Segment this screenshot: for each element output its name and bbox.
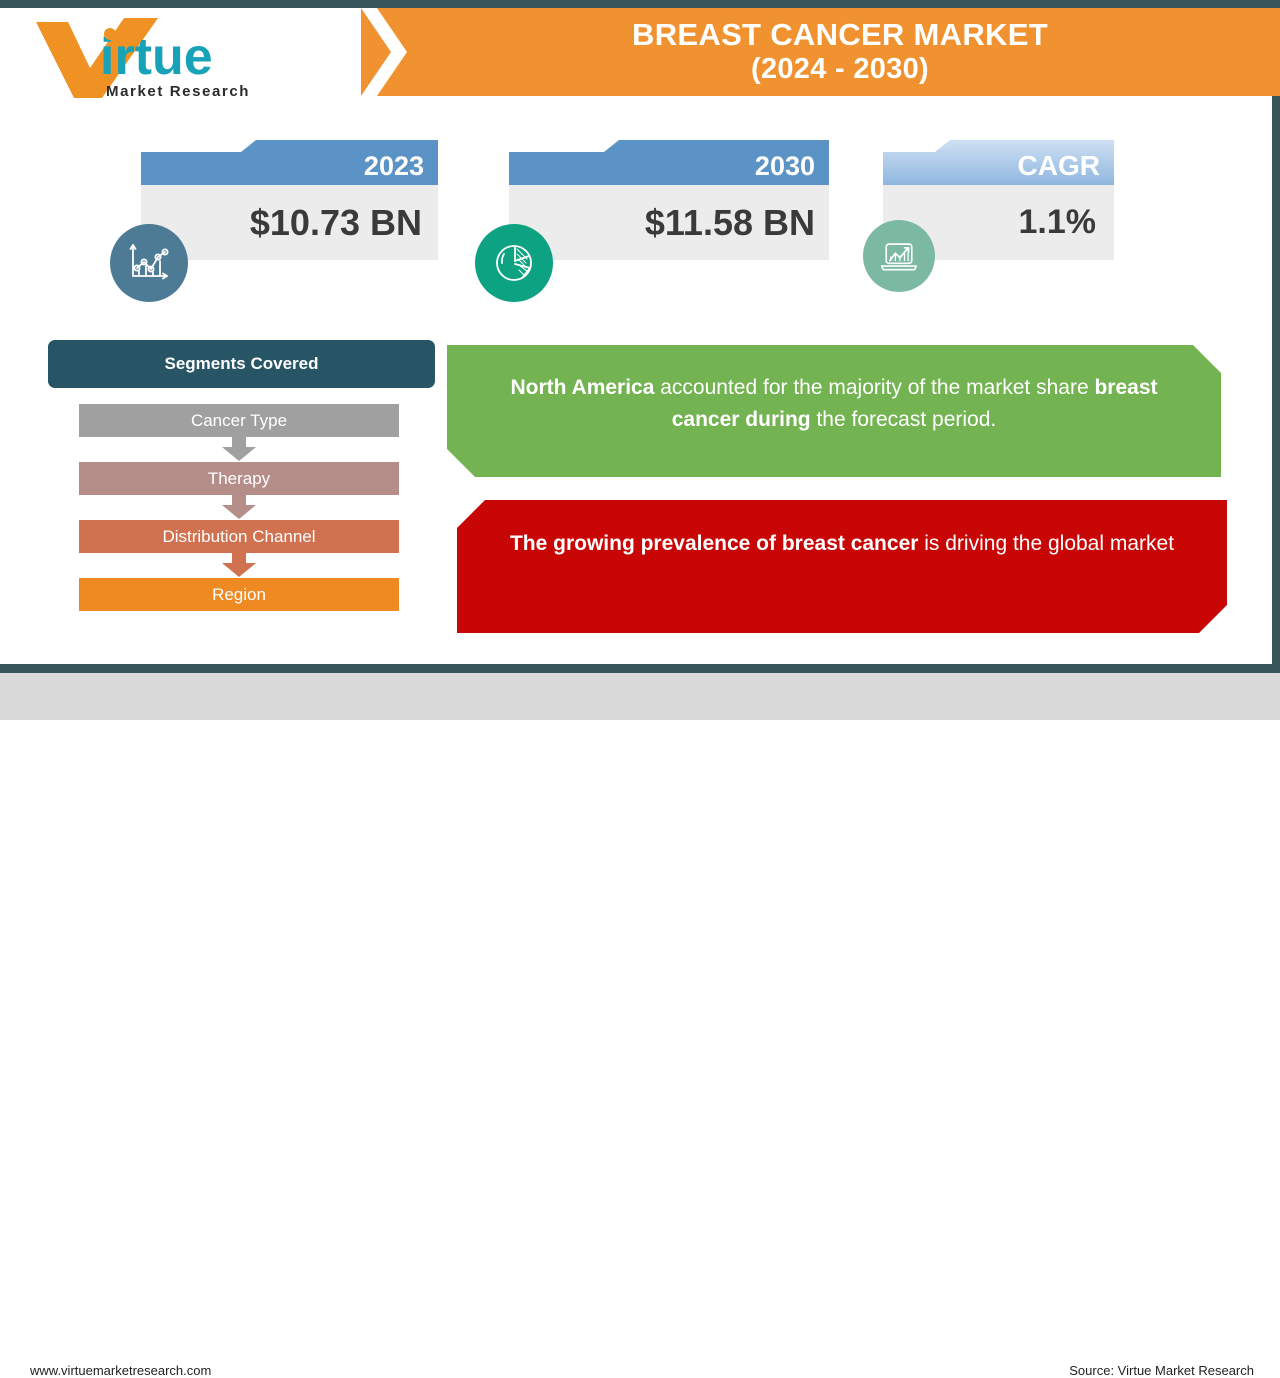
arrow-down-icon [222,437,256,461]
stat-card-cagr-value: 1.1% [883,185,1114,260]
callout-red-part-0: The growing prevalence of breast cancer [509,532,919,555]
page-title-line1: BREAST CANCER MARKET [632,17,1048,53]
segment-item-distribution-channel[interactable]: Distribution Channel [79,520,399,553]
segment-connector-3 [79,553,399,578]
arrow-down-icon [222,495,256,519]
segments-list: Cancer Type Therapy Distribution Channel… [79,404,399,611]
segment-label: Distribution Channel [162,526,316,546]
stat-card-cagr-tab [883,140,1114,185]
stat-card-2030-value: $11.58 BN [509,185,829,260]
line-chart-icon [110,224,188,302]
segment-item-region[interactable]: Region [79,578,399,611]
segment-label: Region [212,584,266,604]
callout-green-part-1: accounted for the majority of the market… [654,376,1095,399]
footer-website-link[interactable]: www.virtuemarketresearch.com [30,1363,212,1378]
callout-green-part-0: North America [510,376,655,399]
callout-market-driver: The growing prevalence of breast cancer … [457,500,1227,633]
segment-connector-1 [79,437,399,462]
svg-text:Market Research: Market Research [106,83,250,100]
callout-red-part-1: is driving the global market [918,532,1175,555]
segments-covered-heading: Segments Covered [48,340,435,388]
stat-card-2023-value: $10.73 BN [141,185,438,260]
growth-laptop-icon [863,220,935,292]
pie-chart-icon [475,224,553,302]
header-banner [347,8,1280,96]
stat-card-2023-label: 2023 [363,151,424,181]
segment-label: Therapy [207,468,271,488]
segment-item-cancer-type[interactable]: Cancer Type [79,404,399,437]
footer: www.virtuemarketresearch.com Source: Vir… [0,673,1280,1378]
segment-label: Cancer Type [190,410,288,430]
callout-green-text: North America accounted for the majority… [495,372,1173,435]
callout-red-text: The growing prevalence of breast cancer … [510,528,1174,560]
frame-right-border [1272,0,1280,712]
frame-top-border [0,0,1280,8]
callout-green-part-2: breast cancer during [671,376,1158,431]
header: irtue Market Research BREAST CANCER MARK… [0,8,1280,100]
callout-north-america: North America accounted for the majority… [447,345,1221,477]
svg-text:irtue: irtue [100,28,213,86]
stat-card-2023-tab [141,140,438,185]
stat-card-2030-tab [509,140,829,185]
footer-source-label: Source: Virtue Market Research [1069,1363,1254,1378]
footer-rule [0,664,1280,673]
page-title: BREAST CANCER MARKET (2024 - 2030) [420,8,1260,96]
virtue-market-research-logo: irtue Market Research [28,12,328,100]
stat-card-2030-label: 2030 [754,151,815,181]
stat-card-cagr-label: CAGR [1017,150,1100,181]
segment-connector-2 [79,495,399,520]
callout-green-part-3: the forecast period. [810,407,997,431]
page-title-line2: (2024 - 2030) [750,53,929,86]
stat-cards: 2023 $10.73 BN [0,140,1280,315]
segment-item-therapy[interactable]: Therapy [79,462,399,495]
arrow-down-icon [222,553,256,577]
